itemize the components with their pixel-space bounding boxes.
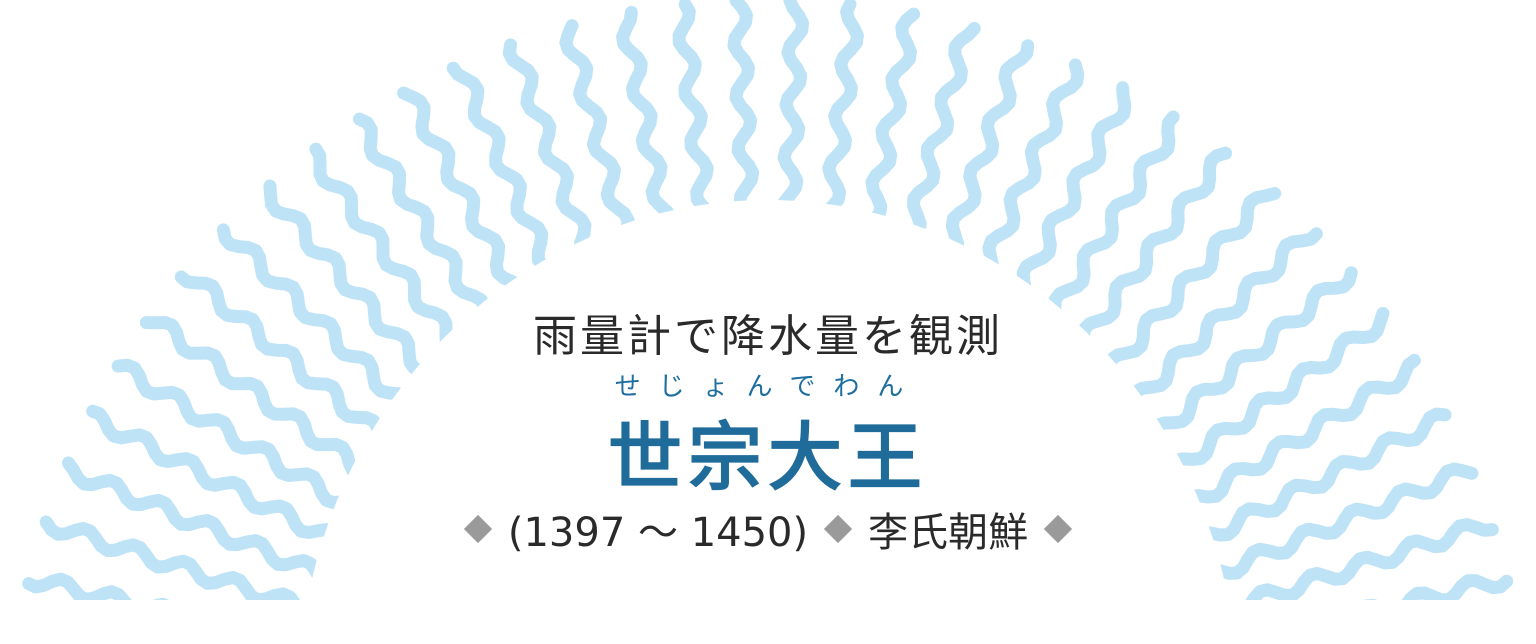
ray xyxy=(39,515,340,623)
subtitle: 雨量計で降水量を観測 xyxy=(533,311,1003,362)
ray xyxy=(1188,462,1479,595)
ray xyxy=(86,404,363,563)
ray xyxy=(139,316,399,502)
diamond-icon xyxy=(823,514,853,544)
person-name-title: 世宗大王 xyxy=(608,415,928,501)
dynasty-text: 李氏朝鮮 xyxy=(868,510,1029,556)
info-line: (1397 〜 1450) 李氏朝鮮 xyxy=(0,500,1536,558)
bottom-band xyxy=(0,600,1536,644)
center-arc xyxy=(301,200,1235,644)
name-ruby: せじょんでわん xyxy=(614,372,922,402)
ray xyxy=(1156,353,1421,531)
years-text: (1397 〜 1450) xyxy=(507,510,809,556)
diamond-icon xyxy=(1043,514,1073,544)
diamond-icon xyxy=(463,514,493,544)
ray xyxy=(111,358,378,534)
ray xyxy=(1175,407,1452,565)
ray xyxy=(1133,306,1390,497)
ray xyxy=(61,456,351,592)
